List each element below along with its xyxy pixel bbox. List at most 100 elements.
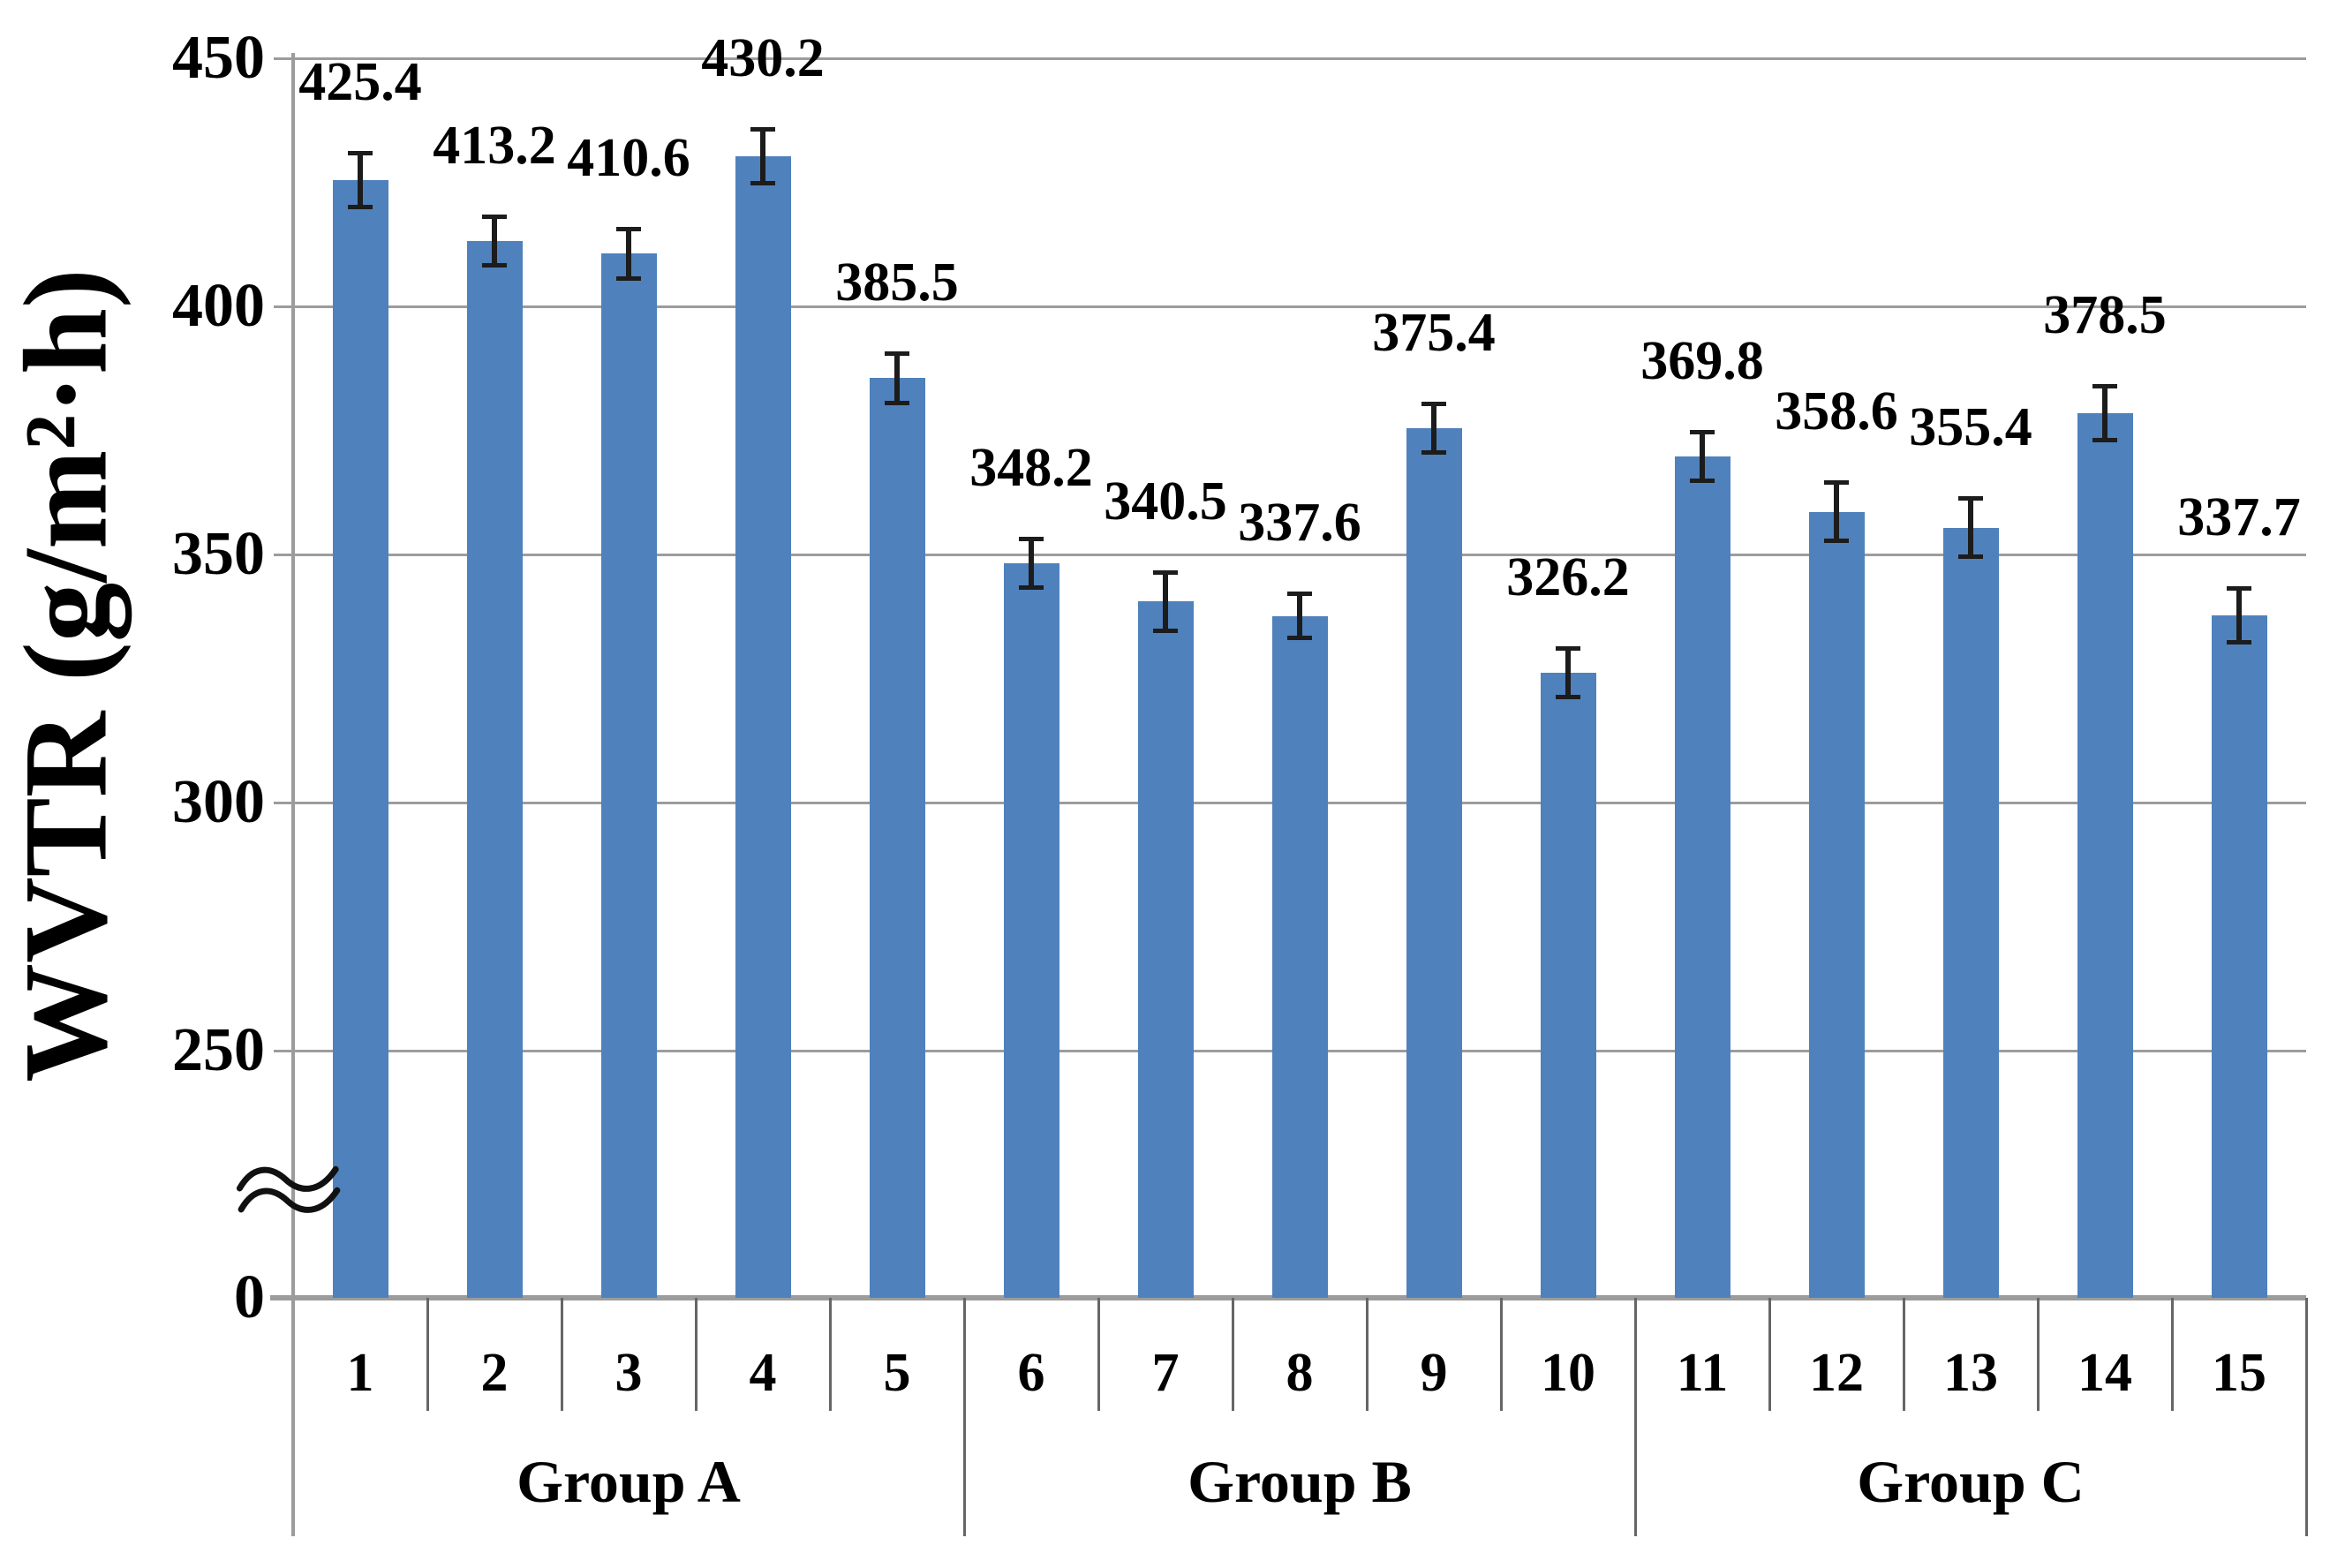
category-tick	[426, 1298, 429, 1411]
bar	[332, 180, 388, 1298]
error-bar-cap-top	[1958, 495, 1983, 501]
error-bar	[894, 353, 900, 403]
x-category-label: 11	[1676, 1343, 1729, 1403]
error-bar	[358, 153, 363, 208]
y-gridline	[274, 57, 2306, 60]
error-bar-cap-bottom	[1019, 585, 1044, 591]
error-bar-cap-bottom	[750, 181, 775, 186]
x-category-label: 8	[1286, 1343, 1314, 1403]
error-bar-cap-bottom	[482, 262, 507, 268]
bar-value-label: 340.5	[1104, 471, 1227, 531]
bar	[869, 378, 925, 1298]
y-tick-label: 300	[172, 768, 265, 836]
y-tick-label: 450	[172, 24, 265, 92]
error-bar-cap-top	[885, 351, 909, 357]
category-tick	[2171, 1298, 2174, 1411]
error-bar-cap-bottom	[1824, 539, 1849, 544]
error-bar-cap-bottom	[616, 275, 641, 281]
bar-value-label: 425.4	[298, 52, 422, 113]
bar-value-label: 410.6	[567, 128, 690, 189]
error-bar	[2236, 588, 2242, 644]
category-tick	[1097, 1298, 1100, 1411]
error-bar	[1834, 481, 1839, 542]
bar-value-label: 385.5	[835, 253, 959, 313]
x-category-label: 15	[2212, 1343, 2266, 1403]
error-bar-cap-top	[2227, 586, 2251, 592]
bar	[1406, 428, 1462, 1298]
bar-value-label: 358.6	[1775, 381, 1898, 441]
error-bar-cap-bottom	[1153, 629, 1178, 634]
x-category-label: 9	[1420, 1343, 1448, 1403]
x-category-label: 13	[1943, 1343, 1998, 1403]
error-bar-cap-bottom	[1421, 450, 1446, 456]
error-bar-cap-top	[1287, 592, 1312, 597]
bar-value-label: 355.4	[1909, 396, 2032, 457]
bar	[1808, 511, 1865, 1298]
error-bar	[626, 229, 631, 279]
category-tick	[829, 1298, 832, 1411]
x-category-label: 7	[1151, 1343, 1180, 1403]
error-bar	[1700, 431, 1705, 481]
error-bar-cap-top	[1153, 569, 1178, 575]
x-category-label: 1	[346, 1343, 374, 1403]
bar-value-label: 369.8	[1640, 330, 1764, 391]
category-tick	[1768, 1298, 1771, 1411]
error-bar-cap-top	[482, 214, 507, 219]
x-category-label: 6	[1017, 1343, 1045, 1403]
bar	[1003, 563, 1059, 1298]
category-tick	[2037, 1298, 2040, 1411]
x-axis-right-border	[2305, 1298, 2308, 1536]
y-axis-title: WVTR (g/m²·h)	[0, 268, 132, 1082]
y-axis-line	[291, 53, 295, 1536]
error-bar-cap-top	[750, 127, 775, 132]
error-bar	[1968, 497, 1973, 558]
bar	[2077, 412, 2133, 1298]
error-bar-cap-top	[348, 151, 373, 156]
error-bar-cap-bottom	[885, 400, 909, 405]
error-bar	[1163, 571, 1168, 632]
bar	[600, 253, 657, 1298]
error-bar	[1431, 403, 1436, 454]
category-tick	[1366, 1298, 1369, 1411]
category-tick	[1232, 1298, 1234, 1411]
x-category-label: 3	[615, 1343, 643, 1403]
error-bar-cap-bottom	[1556, 694, 1580, 699]
error-bar	[1297, 593, 1302, 638]
bar	[735, 156, 791, 1298]
error-bar-cap-bottom	[348, 205, 373, 210]
error-bar-cap-bottom	[2227, 640, 2251, 645]
error-bar-cap-top	[1824, 479, 1849, 485]
x-group-label: Group C	[1857, 1448, 2085, 1515]
error-bar-cap-top	[1556, 645, 1580, 651]
y-tick-label: 350	[172, 520, 265, 588]
y-tick-label: 250	[172, 1016, 265, 1084]
y-axis-break-icon	[237, 1165, 341, 1213]
x-group-label: Group A	[517, 1448, 741, 1515]
x-category-label: 10	[1541, 1343, 1595, 1403]
x-category-label: 14	[2077, 1343, 2132, 1403]
bar	[1540, 672, 1596, 1298]
category-tick	[561, 1298, 563, 1411]
group-divider	[963, 1298, 966, 1536]
bar-value-label: 348.2	[969, 438, 1093, 499]
bar	[466, 240, 523, 1298]
error-bar-cap-top	[2092, 383, 2117, 388]
category-tick	[1903, 1298, 1905, 1411]
y-tick-label: 400	[172, 272, 265, 340]
bar	[1674, 456, 1730, 1298]
group-divider	[1634, 1298, 1637, 1536]
bar-value-label: 430.2	[701, 28, 825, 89]
bar-value-label: 378.5	[2043, 284, 2167, 345]
error-bar-cap-bottom	[1287, 635, 1312, 640]
x-category-label: 4	[749, 1343, 777, 1403]
error-bar	[760, 129, 765, 185]
x-axis-line	[270, 1295, 2306, 1300]
x-category-label: 2	[480, 1343, 509, 1403]
bar-value-label: 326.2	[1506, 547, 1630, 607]
y-tick-label: 0	[234, 1263, 265, 1331]
error-bar	[2102, 385, 2107, 441]
bar	[1271, 615, 1328, 1298]
bar-value-label: 413.2	[433, 115, 556, 176]
